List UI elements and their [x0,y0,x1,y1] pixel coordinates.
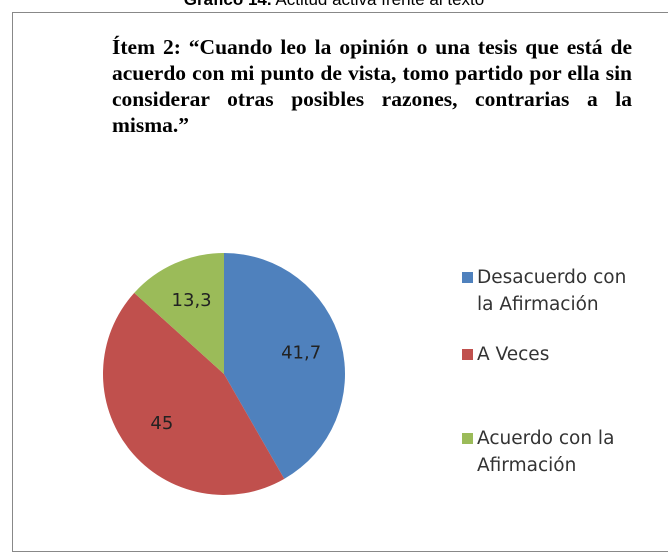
pie-slice [224,253,345,479]
legend-item: Acuerdo con la Afirmación [462,425,642,479]
caption-text: Actitud activa frente al texto [275,0,484,9]
chart-title: Ítem 2: “Cuando leo la opinión o una tes… [112,35,632,137]
chart: 41,7 45 13,3 [103,253,345,495]
pie-slice [103,292,285,495]
data-label: 41,7 [281,342,321,363]
legend-item: A Veces [462,341,642,368]
pie-slice [134,253,224,374]
legend-swatch [462,349,473,360]
legend-label: Desacuerdo con la Afirmación [477,267,627,315]
data-label: 45 [150,413,173,434]
legend-label: A Veces [477,344,550,365]
legend-label: Acuerdo con la Afirmación [477,428,615,476]
legend-item: Desacuerdo con la Afirmación [462,264,642,318]
data-label: 13,3 [172,290,212,311]
caption-label: Gráfico 14. [184,0,272,9]
legend-swatch [462,272,473,283]
legend-swatch [462,433,473,444]
caption: Gráfico 14. Actitud activa frente al tex… [0,0,668,10]
